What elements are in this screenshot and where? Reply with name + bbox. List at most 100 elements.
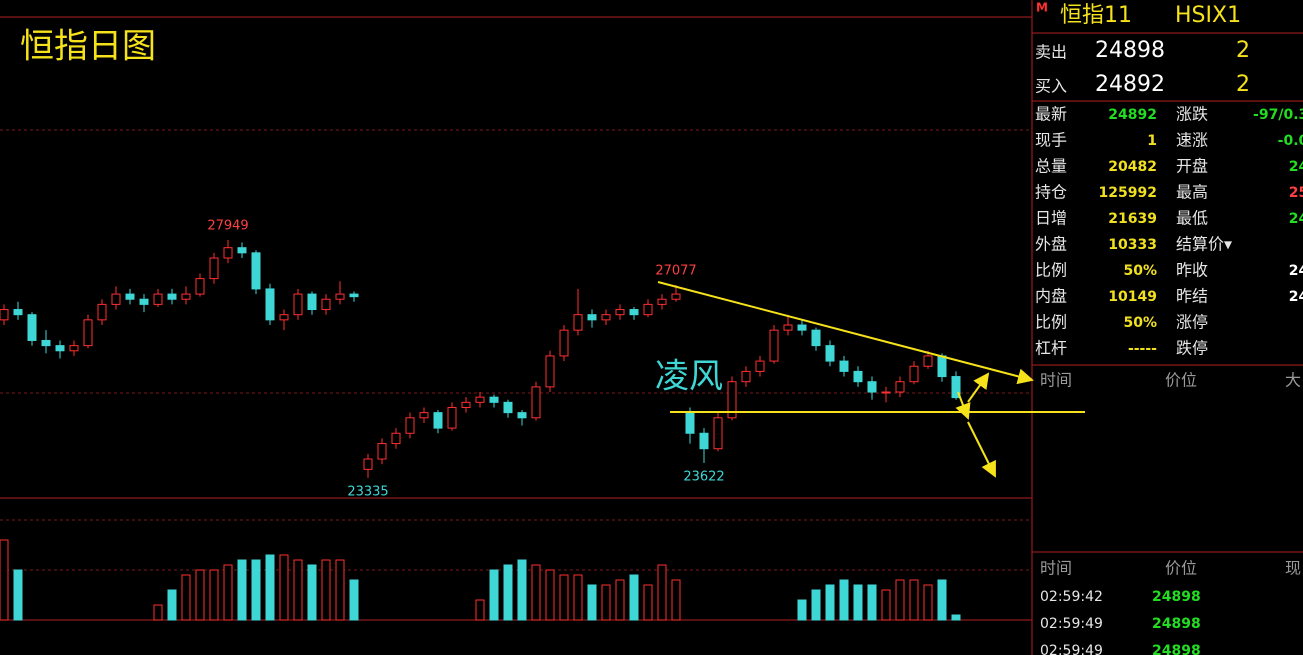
volume-bar (265, 554, 275, 621)
field-label: 外盘 (1035, 235, 1067, 254)
column-header: 价位 (1165, 371, 1197, 390)
side-price: 24898 (1095, 38, 1165, 63)
side-label: 卖出 (1035, 43, 1067, 62)
candle-body (923, 355, 933, 367)
field-value: 250 (1289, 185, 1303, 201)
candle-body (167, 293, 177, 300)
candle-body (209, 257, 219, 280)
trade-price: 24898 (1152, 616, 1201, 632)
quote-panel: M 恒指11 HSIX1 卖出 24898 2 买入 24892 2 最新 24892 现手 1 总量 20… (1035, 1, 1303, 655)
candle-body (545, 355, 555, 388)
instrument-name: 恒指11 (1060, 3, 1132, 28)
candle-body (699, 432, 709, 450)
column-header: 现 (1285, 559, 1301, 578)
volume-bar (0, 539, 9, 621)
candle-body (349, 293, 359, 298)
volume-bar (867, 584, 877, 621)
volume-bar (251, 559, 261, 621)
volume-bar (335, 559, 345, 621)
candle-body (237, 247, 247, 254)
price-label: 27077 (655, 263, 696, 278)
candle-body (419, 412, 429, 419)
volume-bar (671, 579, 681, 621)
candle-body (853, 370, 863, 383)
candle-body (307, 293, 317, 311)
field-value: 20482 (1108, 159, 1157, 175)
trade-time: 02:59:49 (1040, 643, 1103, 655)
trade-time: 02:59:49 (1040, 616, 1103, 632)
field-value: 50% (1123, 315, 1157, 331)
chart-title: 恒指日图 (20, 27, 156, 67)
field-label: 杠杆 (1035, 339, 1067, 358)
field-label: 最新 (1035, 105, 1067, 124)
field-label: 最高 (1176, 183, 1208, 202)
field-value: 50% (1123, 263, 1157, 279)
candle-body (461, 401, 471, 408)
volume-bar (923, 584, 933, 621)
candle-body (0, 309, 9, 321)
price-label: 23622 (683, 470, 724, 485)
field-value: ----- (1128, 341, 1157, 357)
candle-body (391, 432, 401, 445)
volume-bar (279, 554, 289, 621)
trade-time: 02:59:42 (1040, 589, 1103, 605)
field-value: 10149 (1108, 289, 1157, 305)
volume-bars (0, 539, 961, 621)
candle-body (867, 381, 877, 393)
field-label: 持仓 (1035, 183, 1067, 202)
candle-body (111, 293, 121, 305)
candle-body (195, 278, 205, 295)
volume-bar (181, 574, 191, 621)
field-label: 昨收 (1176, 261, 1208, 280)
side-qty: 2 (1236, 72, 1250, 97)
volume-bar (951, 614, 961, 621)
field-value: 248 (1289, 211, 1303, 227)
candle-body (531, 386, 541, 419)
candle-body (83, 319, 93, 347)
volume-bar (503, 564, 513, 621)
volume-bar (489, 569, 499, 621)
volume-bar (615, 579, 625, 621)
candle-body (433, 412, 443, 429)
field-label: 涨停 (1176, 313, 1208, 332)
column-header: 大 (1285, 371, 1301, 390)
field-label: 开盘 (1176, 157, 1208, 176)
field-value: 249 (1289, 159, 1303, 175)
candle-body (41, 339, 51, 347)
candle-body (937, 355, 947, 378)
side-qty: 2 (1236, 38, 1250, 63)
volume-bar (853, 584, 863, 621)
field-label: 涨跌 (1176, 105, 1208, 124)
candle-body (783, 324, 793, 331)
field-label: 内盘 (1035, 287, 1067, 306)
field-value: 1 (1147, 133, 1157, 149)
volume-bar (237, 559, 247, 621)
field-label: 速涨 (1176, 131, 1208, 150)
volume-bar (895, 579, 905, 621)
candle-body (265, 288, 275, 321)
volume-bar (811, 589, 821, 621)
field-label: 最低 (1176, 209, 1208, 228)
volume-bar (321, 559, 331, 621)
candle-body (279, 314, 289, 321)
candle-body (839, 360, 849, 372)
field-value: -0.08 (1278, 133, 1303, 149)
volume-bar (825, 584, 835, 621)
price-annotations: 27949 27077 23335 23622 (207, 219, 724, 500)
candle-body (153, 293, 163, 305)
field-label: 总量 (1035, 157, 1067, 176)
candle-body (335, 293, 345, 300)
candle-body (55, 345, 65, 352)
volume-bar (545, 569, 555, 621)
field-label: 比例 (1035, 261, 1067, 280)
volume-bar (475, 599, 485, 621)
price-label: 23335 (347, 484, 388, 499)
trade-price: 24898 (1152, 589, 1201, 605)
candle-body (755, 360, 765, 372)
candle-body (629, 309, 639, 316)
candle-body (881, 391, 891, 394)
candles (0, 240, 961, 478)
candle-body (377, 443, 387, 460)
